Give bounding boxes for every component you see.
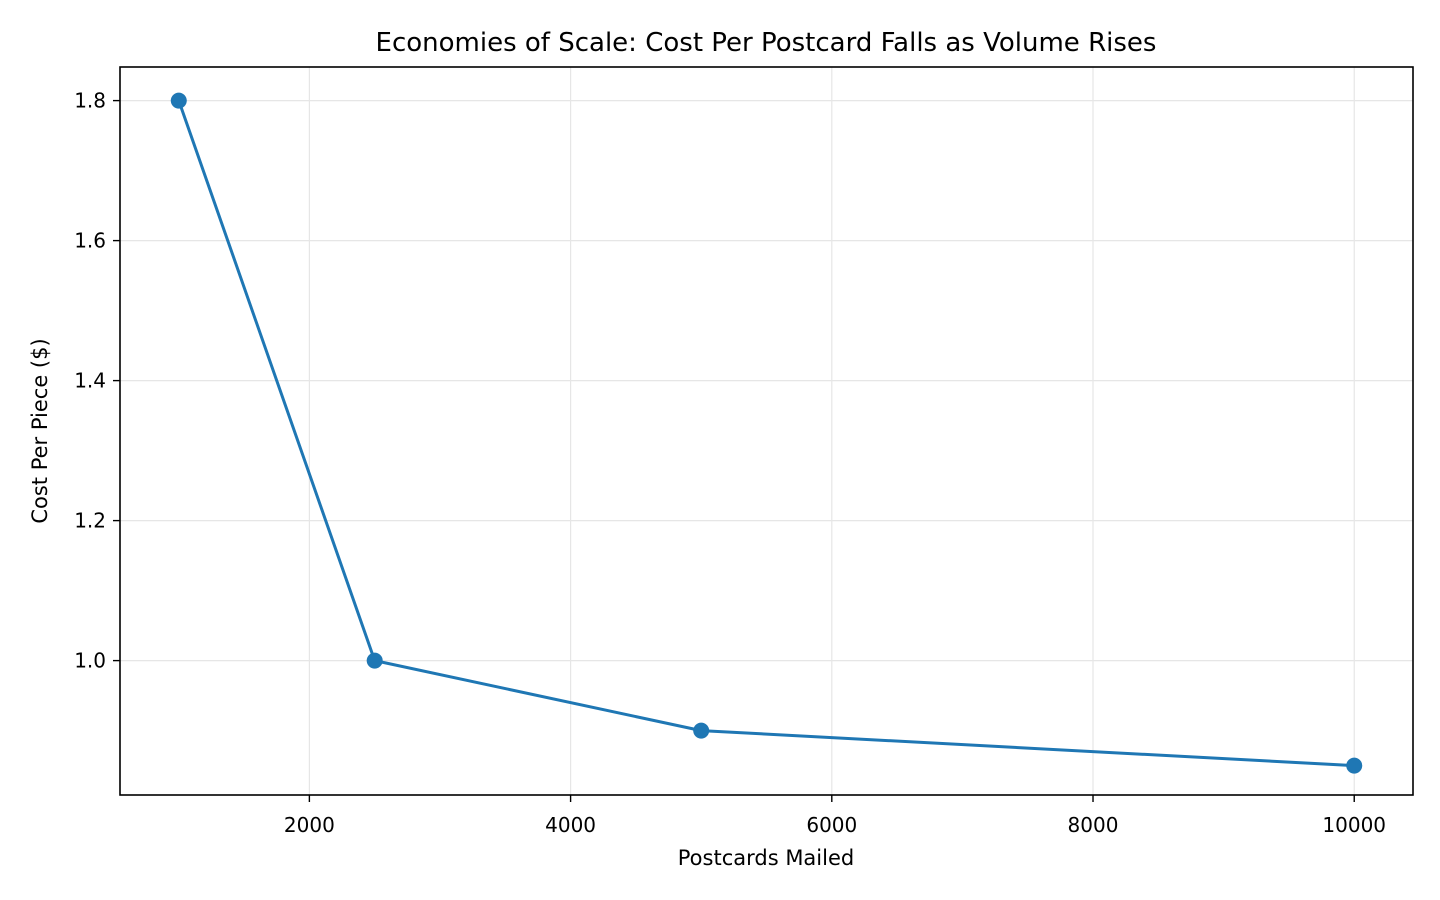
x-axis-label: Postcards Mailed xyxy=(678,846,854,870)
y-tick-label: 1.8 xyxy=(74,89,106,113)
x-tick-label: 10000 xyxy=(1322,813,1386,837)
chart-title: Economies of Scale: Cost Per Postcard Fa… xyxy=(376,28,1157,58)
y-tick-label: 1.0 xyxy=(74,649,106,673)
series-layer xyxy=(170,92,1363,774)
data-point-marker xyxy=(1346,757,1363,774)
tick-layer: 2000 4000 6000 8000 10000 1.0 1.2 1.4 1.6 1.8 xyxy=(74,89,1386,837)
x-tick-label: 6000 xyxy=(806,813,857,837)
x-tick-label: 4000 xyxy=(545,813,596,837)
y-tick-label: 1.2 xyxy=(74,509,106,533)
x-tick-label: 8000 xyxy=(1068,813,1119,837)
y-tick-label: 1.4 xyxy=(74,369,106,393)
plot-area-frame xyxy=(119,66,1414,796)
grid-layer xyxy=(120,67,1413,795)
data-point-marker xyxy=(693,722,710,739)
series-line xyxy=(177,100,1355,768)
y-axis-label: Cost Per Piece ($) xyxy=(28,338,52,523)
x-tick-label: 2000 xyxy=(284,813,335,837)
y-tick-label: 1.6 xyxy=(74,229,106,253)
data-point-marker xyxy=(366,652,383,669)
data-point-marker xyxy=(170,92,187,109)
